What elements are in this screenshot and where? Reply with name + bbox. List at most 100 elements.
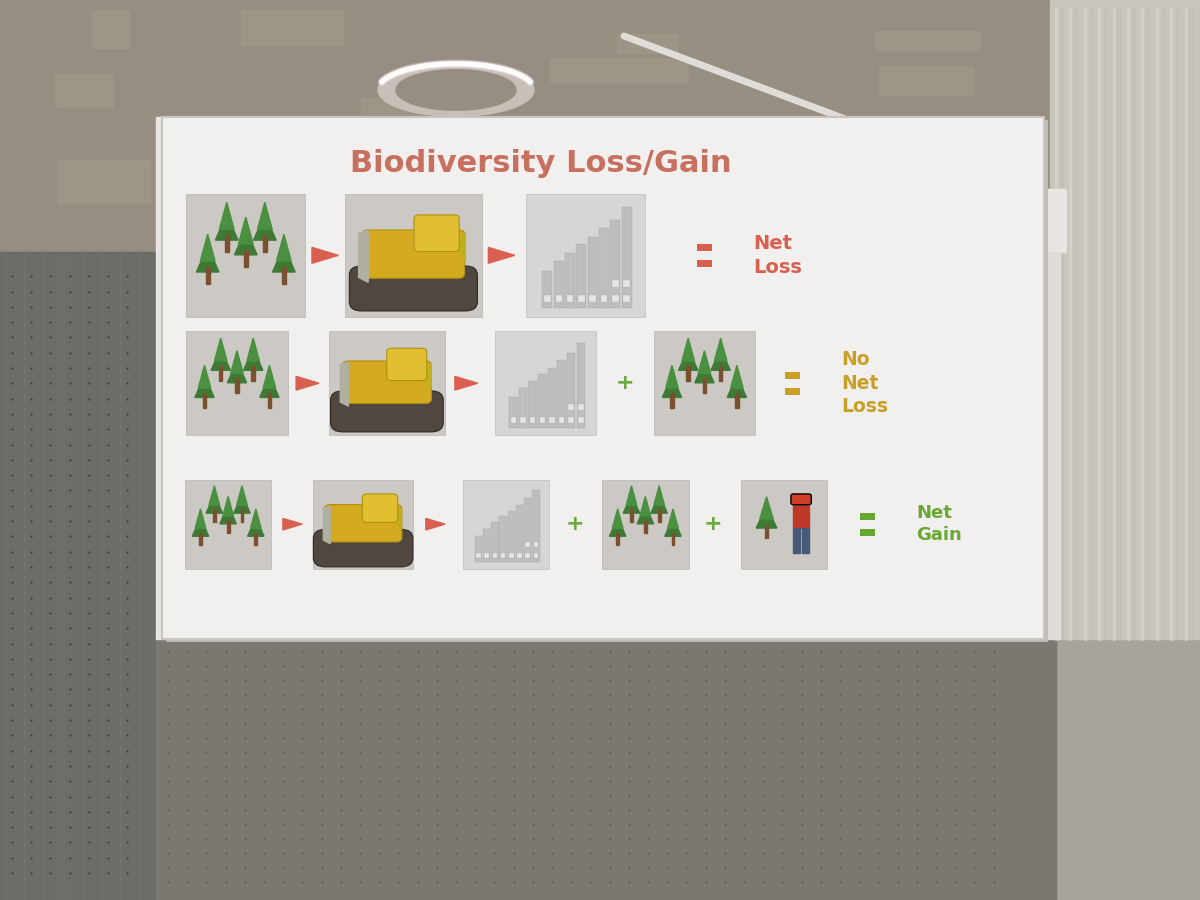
- Bar: [559, 417, 564, 423]
- Bar: [91, 11, 128, 48]
- Polygon shape: [206, 494, 222, 513]
- Bar: [658, 509, 660, 522]
- Bar: [878, 68, 973, 94]
- Bar: [156, 117, 174, 639]
- Bar: [671, 393, 673, 408]
- Text: +: +: [704, 514, 722, 535]
- Bar: [719, 366, 722, 381]
- Circle shape: [794, 498, 808, 508]
- Polygon shape: [230, 351, 244, 374]
- Bar: [785, 372, 800, 379]
- FancyBboxPatch shape: [386, 348, 427, 381]
- Polygon shape: [323, 507, 330, 544]
- Polygon shape: [216, 214, 238, 240]
- Bar: [268, 393, 271, 408]
- Bar: [491, 522, 498, 562]
- Polygon shape: [359, 230, 368, 283]
- Bar: [329, 331, 445, 436]
- Bar: [528, 381, 536, 428]
- Bar: [566, 353, 576, 428]
- Bar: [578, 294, 584, 302]
- Bar: [533, 490, 540, 562]
- Bar: [616, 533, 619, 544]
- Bar: [212, 509, 216, 522]
- Polygon shape: [312, 248, 338, 264]
- Text: Net
Gain: Net Gain: [916, 504, 962, 544]
- Bar: [203, 393, 206, 408]
- Bar: [578, 417, 583, 423]
- Bar: [313, 480, 413, 569]
- Bar: [511, 417, 516, 423]
- Bar: [659, 126, 742, 155]
- Bar: [485, 553, 490, 558]
- Bar: [550, 58, 688, 82]
- Bar: [463, 480, 550, 569]
- Bar: [544, 294, 551, 302]
- Polygon shape: [712, 348, 731, 370]
- Bar: [186, 331, 288, 436]
- Bar: [736, 393, 738, 408]
- Bar: [186, 194, 305, 317]
- Polygon shape: [698, 351, 710, 374]
- Bar: [617, 34, 677, 53]
- Polygon shape: [756, 507, 776, 528]
- Bar: [1042, 252, 1060, 639]
- Text: +: +: [565, 514, 584, 535]
- Polygon shape: [253, 214, 276, 240]
- Polygon shape: [695, 361, 714, 382]
- Bar: [569, 404, 574, 410]
- Polygon shape: [197, 247, 218, 272]
- Bar: [494, 331, 596, 436]
- Bar: [1112, 176, 1160, 209]
- Bar: [282, 267, 286, 284]
- Polygon shape: [422, 364, 431, 389]
- Bar: [793, 505, 809, 527]
- Polygon shape: [626, 486, 637, 505]
- Bar: [244, 249, 247, 267]
- Bar: [686, 366, 690, 381]
- Bar: [672, 533, 674, 544]
- Bar: [697, 244, 713, 251]
- Bar: [241, 10, 343, 45]
- Bar: [557, 360, 566, 428]
- Polygon shape: [215, 338, 227, 361]
- Polygon shape: [667, 508, 678, 528]
- Bar: [1103, 213, 1193, 240]
- Bar: [254, 533, 257, 544]
- Bar: [622, 208, 631, 308]
- Polygon shape: [455, 233, 466, 262]
- FancyBboxPatch shape: [362, 230, 464, 278]
- Polygon shape: [198, 365, 211, 388]
- Bar: [665, 148, 725, 163]
- Bar: [59, 159, 150, 203]
- Bar: [55, 74, 113, 107]
- Bar: [630, 509, 632, 522]
- Bar: [612, 294, 619, 302]
- Polygon shape: [276, 234, 292, 261]
- Polygon shape: [194, 375, 214, 398]
- Bar: [538, 374, 546, 428]
- Bar: [1050, 0, 1200, 639]
- Bar: [263, 235, 266, 252]
- Bar: [565, 253, 575, 308]
- Bar: [697, 260, 713, 267]
- Polygon shape: [259, 375, 280, 398]
- Bar: [612, 280, 619, 287]
- Bar: [216, 194, 1116, 216]
- Bar: [764, 526, 768, 538]
- Bar: [526, 542, 530, 547]
- FancyBboxPatch shape: [313, 529, 413, 567]
- Polygon shape: [200, 234, 215, 261]
- Polygon shape: [239, 217, 253, 244]
- Polygon shape: [640, 497, 650, 516]
- Polygon shape: [455, 376, 478, 390]
- Polygon shape: [426, 518, 445, 530]
- Bar: [550, 417, 554, 423]
- Bar: [576, 244, 587, 308]
- FancyBboxPatch shape: [330, 391, 443, 432]
- Bar: [476, 553, 481, 558]
- Bar: [793, 527, 800, 553]
- Polygon shape: [192, 518, 209, 536]
- Bar: [540, 417, 545, 423]
- FancyBboxPatch shape: [414, 215, 460, 252]
